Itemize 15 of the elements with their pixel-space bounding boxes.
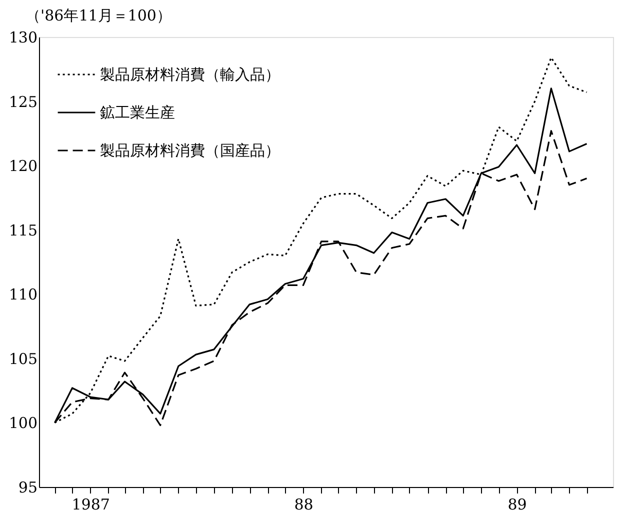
x-tick-label: 1987 bbox=[72, 496, 110, 514]
legend-label: 鉱工業生産 bbox=[100, 104, 175, 122]
y-tick-label: 125 bbox=[8, 92, 38, 111]
y-axis-title: （'86年11月＝100） bbox=[26, 6, 172, 24]
legend-label: 製品原材料消費（国産品） bbox=[100, 142, 280, 160]
y-tick-label: 130 bbox=[8, 28, 38, 46]
y-tick-label: 110 bbox=[8, 286, 38, 304]
y-tick-label: 105 bbox=[8, 350, 38, 368]
y-tick-label: 100 bbox=[8, 414, 38, 432]
x-tick-label: 89 bbox=[508, 496, 527, 514]
legend-label: 製品原材料消費（輸入品） bbox=[100, 66, 280, 84]
x-tick-label: 88 bbox=[294, 496, 314, 514]
y-tick-label: 115 bbox=[8, 221, 38, 240]
y-tick-label: 120 bbox=[8, 157, 38, 176]
y-tick-label: 95 bbox=[18, 478, 38, 496]
